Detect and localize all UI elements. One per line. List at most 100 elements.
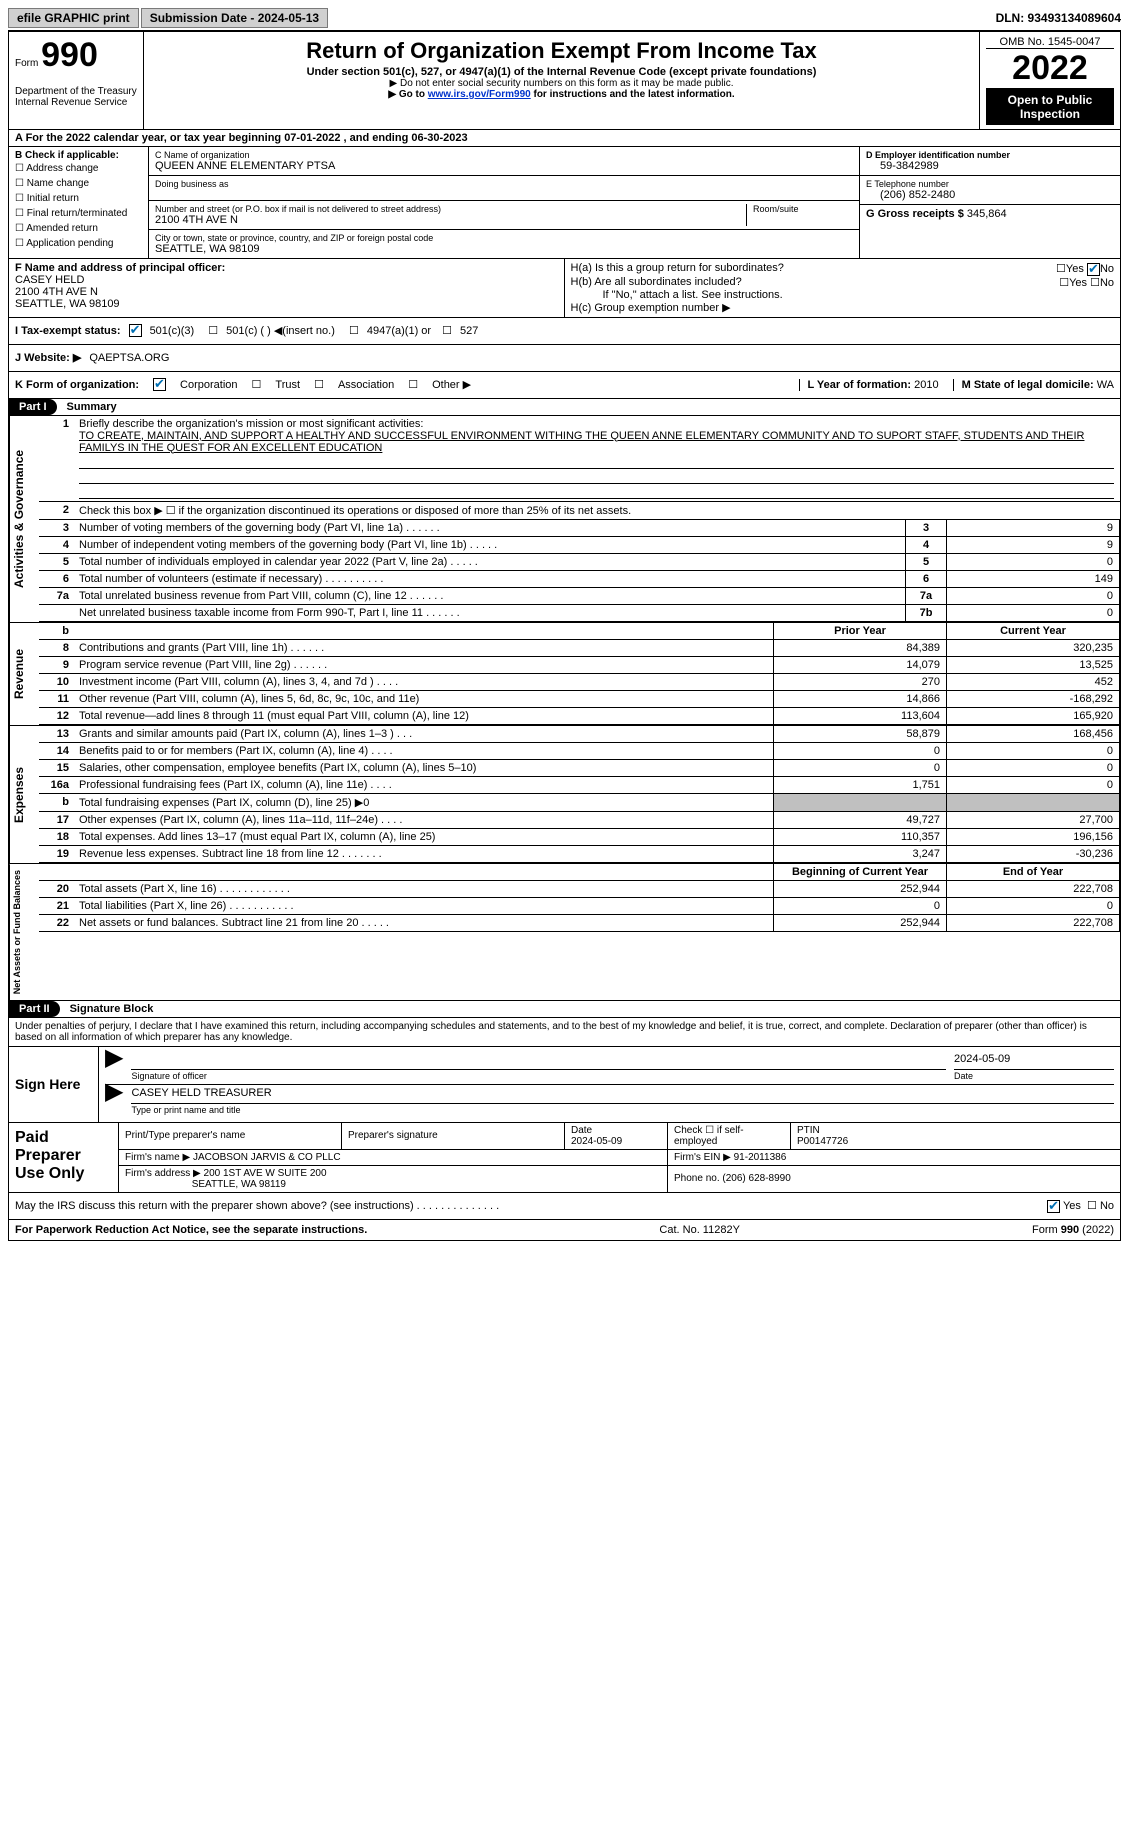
- check-final[interactable]: ☐ Final return/terminated: [15, 206, 142, 221]
- ein-value: 59-3842989: [866, 160, 1114, 172]
- firm-name: JACOBSON JARVIS & CO PLLC: [193, 1152, 341, 1163]
- page-footer: For Paperwork Reduction Act Notice, see …: [8, 1220, 1121, 1241]
- firm-addr2: SEATTLE, WA 98119: [192, 1179, 286, 1190]
- ein-label: Firm's EIN ▶: [674, 1152, 731, 1163]
- summary-netassets: Net Assets or Fund Balances Beginning of…: [8, 864, 1121, 1001]
- check-address[interactable]: ☐ Address change: [15, 161, 142, 176]
- firm-addr-label: Firm's address ▶: [125, 1168, 201, 1179]
- tax-status-line: I Tax-exempt status: 501(c)(3) ☐ 501(c) …: [8, 318, 1121, 345]
- form-title: Return of Organization Exempt From Incom…: [150, 38, 973, 64]
- table-row: 10Investment income (Part VIII, column (…: [39, 673, 1120, 690]
- check-applicable: B Check if applicable: ☐ Address change …: [9, 147, 149, 258]
- entity-mid: C Name of organization QUEEN ANNE ELEMEN…: [149, 147, 860, 258]
- table-row: 7aTotal unrelated business revenue from …: [39, 587, 1120, 604]
- firm-label: Firm's name ▶: [125, 1152, 190, 1163]
- paid-preparer-block: Paid Preparer Use Only Print/Type prepar…: [8, 1123, 1121, 1193]
- m-label: M State of legal domicile:: [962, 379, 1094, 391]
- table-row: 3Number of voting members of the governi…: [39, 519, 1120, 536]
- entity-block: B Check if applicable: ☐ Address change …: [8, 147, 1121, 259]
- corp-label: Corporation: [180, 379, 237, 391]
- discuss-line: May the IRS discuss this return with the…: [8, 1193, 1121, 1220]
- state-domicile: WA: [1097, 379, 1114, 391]
- table-row: bTotal fundraising expenses (Part IX, co…: [39, 793, 1120, 811]
- current-year-head: Current Year: [947, 623, 1120, 640]
- assoc-label: Association: [338, 379, 394, 391]
- part1-title: Part I: [9, 399, 57, 415]
- check-pending[interactable]: ☐ Application pending: [15, 236, 142, 251]
- dba-label: Doing business as: [155, 179, 853, 189]
- tab-netassets: Net Assets or Fund Balances: [9, 864, 39, 1000]
- check-amended[interactable]: ☐ Amended return: [15, 221, 142, 236]
- 4947-label: 4947(a)(1) or: [367, 325, 431, 337]
- note2-post: for instructions and the latest informat…: [531, 89, 735, 100]
- no-label2: No: [1100, 277, 1114, 289]
- header-title-block: Return of Organization Exempt From Incom…: [144, 32, 980, 129]
- check-name[interactable]: ☐ Name change: [15, 176, 142, 191]
- declaration: Under penalties of perjury, I declare th…: [8, 1018, 1121, 1047]
- ha-no-check[interactable]: [1087, 263, 1100, 276]
- officer-name: CASEY HELD: [15, 274, 85, 286]
- arrow-icon: ▶: [105, 1087, 123, 1097]
- firm-addr1: 200 1ST AVE W SUITE 200: [204, 1168, 327, 1179]
- prep-sig-label: Preparer's signature: [348, 1130, 438, 1141]
- part1-name: Summary: [57, 399, 127, 415]
- prep-date: 2024-05-09: [571, 1136, 622, 1147]
- gross-receipts: 345,864: [967, 208, 1007, 220]
- self-employed-label: Check ☐ if self-employed: [668, 1123, 791, 1150]
- ha-label: H(a) Is this a group return for subordin…: [571, 262, 784, 276]
- tab-expenses: Expenses: [9, 726, 39, 863]
- table-row: 4Number of independent voting members of…: [39, 536, 1120, 553]
- submission-date-button[interactable]: Submission Date - 2024-05-13: [141, 8, 328, 28]
- check-initial[interactable]: ☐ Initial return: [15, 191, 142, 206]
- year-formation: 2010: [914, 379, 938, 391]
- principal-officer: F Name and address of principal officer:…: [9, 259, 565, 317]
- table-row: Net unrelated business taxable income fr…: [39, 604, 1120, 621]
- e-label: E Telephone number: [866, 179, 1114, 189]
- form-footer: Form 990 (2022): [1032, 1224, 1114, 1236]
- q2-text: Check this box ▶ ☐ if the organization d…: [73, 501, 1120, 519]
- sign-here-label: Sign Here: [9, 1047, 99, 1122]
- trust-label: Trust: [275, 379, 300, 391]
- table-row: 15Salaries, other compensation, employee…: [39, 759, 1120, 776]
- part1-header: Part I Summary: [8, 399, 1121, 416]
- form-subtitle: Under section 501(c), 527, or 4947(a)(1)…: [150, 66, 973, 78]
- hb-label: H(b) Are all subordinates included?: [571, 276, 742, 289]
- form-number: 990: [41, 36, 98, 74]
- part2-header: Part II Signature Block: [8, 1001, 1121, 1018]
- ptin-label: PTIN: [797, 1125, 820, 1136]
- firm-ein: 91-2011386: [734, 1152, 787, 1163]
- pra-notice: For Paperwork Reduction Act Notice, see …: [15, 1224, 367, 1236]
- form-prefix: Form: [15, 58, 38, 69]
- 501c3-check[interactable]: [129, 324, 142, 337]
- sig-officer-label: Signature of officer: [131, 1071, 206, 1081]
- i-label: I Tax-exempt status:: [15, 325, 121, 337]
- yes-label3: Yes: [1063, 1200, 1081, 1212]
- form-header: Form 990 Department of the Treasury Inte…: [8, 32, 1121, 130]
- form-id: Form 990 Department of the Treasury Inte…: [9, 32, 144, 129]
- dept-label: Department of the Treasury: [15, 86, 137, 97]
- table-row: 13Grants and similar amounts paid (Part …: [39, 726, 1120, 743]
- summary-governance: Activities & Governance 1 Briefly descri…: [8, 416, 1121, 623]
- irs-label: Internal Revenue Service: [15, 97, 127, 108]
- org-name: QUEEN ANNE ELEMENTARY PTSA: [155, 160, 335, 172]
- boy-head: Beginning of Current Year: [774, 864, 947, 881]
- f-label: F Name and address of principal officer:: [15, 262, 225, 274]
- l-label: L Year of formation:: [808, 379, 912, 391]
- name-title-label: Type or print name and title: [131, 1105, 240, 1115]
- corp-check[interactable]: [153, 378, 166, 391]
- officer-addr1: 2100 4TH AVE N: [15, 286, 98, 298]
- table-row: 11Other revenue (Part VIII, column (A), …: [39, 690, 1120, 707]
- q1-label: Briefly describe the organization's miss…: [79, 418, 423, 430]
- irs-link[interactable]: www.irs.gov/Form990: [428, 89, 531, 100]
- hc-label: H(c) Group exemption number ▶: [571, 301, 1115, 314]
- table-row: 21Total liabilities (Part X, line 26) . …: [39, 897, 1120, 914]
- city-label: City or town, state or province, country…: [155, 233, 853, 243]
- cat-no: Cat. No. 11282Y: [659, 1224, 740, 1236]
- efile-button[interactable]: efile GRAPHIC print: [8, 8, 139, 28]
- d-label: D Employer identification number: [866, 150, 1114, 160]
- officer-addr2: SEATTLE, WA 98109: [15, 298, 120, 310]
- ptin-value: P00147726: [797, 1136, 848, 1147]
- no-label3: No: [1100, 1200, 1114, 1212]
- 501c-label: 501(c) ( ) ◀(insert no.): [226, 324, 335, 337]
- discuss-yes-check[interactable]: [1047, 1200, 1060, 1213]
